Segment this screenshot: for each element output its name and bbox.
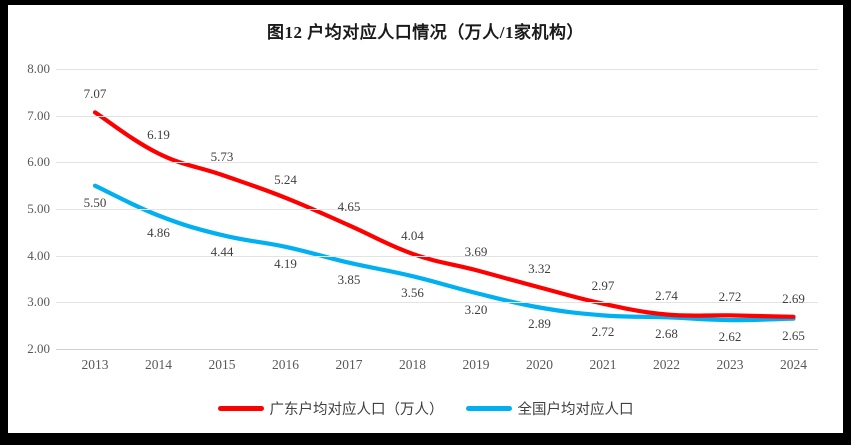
data-point-label: 3.69 xyxy=(464,244,488,260)
y-axis-tick-label: 2.00 xyxy=(27,341,50,356)
x-axis-tick-label: 2017 xyxy=(335,357,363,372)
data-point-label: 5.73 xyxy=(210,148,234,164)
data-point-label: 5.50 xyxy=(83,194,107,210)
y-axis-tick-label: 7.00 xyxy=(27,108,50,123)
x-axis-tick-label: 2015 xyxy=(208,357,236,372)
legend-item-national[interactable]: 全国户均对应人口 xyxy=(465,398,634,419)
gridline xyxy=(56,349,818,350)
data-point-label: 3.85 xyxy=(337,271,361,287)
data-point-label: 4.19 xyxy=(274,255,297,271)
data-point-label: 2.72 xyxy=(591,324,615,340)
data-point-label: 4.44 xyxy=(210,244,234,260)
data-point-label: 2.69 xyxy=(782,290,805,306)
x-axis-tick-label: 2013 xyxy=(81,357,109,372)
data-point-label: 4.65 xyxy=(337,199,361,215)
line-guangdong xyxy=(92,110,796,319)
x-axis-tick-label: 2022 xyxy=(653,357,680,372)
x-axis-tick-label: 2021 xyxy=(589,357,617,372)
x-axis-tick-label: 2014 xyxy=(145,357,172,372)
legend-swatch-national xyxy=(465,406,512,411)
x-axis-tick-label: 2024 xyxy=(780,357,807,372)
legend-item-guangdong[interactable]: 广东户均对应人口（万人） xyxy=(217,398,444,419)
y-axis-tick-label: 4.00 xyxy=(27,248,50,263)
data-point-label: 2.74 xyxy=(655,288,678,304)
gridline xyxy=(56,162,818,163)
gridline xyxy=(56,256,818,257)
data-point-label: 4.86 xyxy=(147,224,170,240)
data-point-label: 2.89 xyxy=(528,316,551,332)
legend-label-national: 全国户均对应人口 xyxy=(517,402,634,418)
x-axis-tick-label: 2019 xyxy=(462,357,490,372)
data-point-label: 5.24 xyxy=(274,171,297,187)
data-point-label: 7.07 xyxy=(83,86,107,102)
chart-figure: 图12 户均对应人口情况（万人/1家机构） 8.00 7.00 6.00 5.00 4.… xyxy=(8,5,843,433)
plot-area: 8.00 7.00 6.00 5.00 4.00 3.00 2.00 2013 2014 2015… xyxy=(8,5,843,433)
gridline xyxy=(56,69,818,70)
gridline xyxy=(56,209,818,210)
y-axis-tick-label: 8.00 xyxy=(27,61,50,76)
chart-title: 图12 户均对应人口情况（万人/1家机构） xyxy=(267,23,584,42)
chart-legend: 广东户均对应人口（万人） 全国户均对应人口 xyxy=(8,398,843,419)
x-axis-tick-label: 2023 xyxy=(716,357,744,372)
y-axis-tick-label: 6.00 xyxy=(27,154,50,169)
y-axis-tick-label: 3.00 xyxy=(27,294,50,309)
data-point-label: 2.62 xyxy=(718,329,742,345)
x-axis-tick-label: 2018 xyxy=(399,357,426,372)
y-axis-tick-label: 5.00 xyxy=(27,201,50,216)
legend-swatch-guangdong xyxy=(217,406,264,411)
data-point-label: 3.32 xyxy=(528,261,551,277)
data-point-label: 2.97 xyxy=(591,277,615,293)
data-point-label: 3.56 xyxy=(401,285,424,301)
data-point-label: 2.65 xyxy=(782,327,805,343)
data-point-label: 3.20 xyxy=(464,302,488,317)
data-point-label: 2.72 xyxy=(718,289,742,305)
data-point-label: 4.04 xyxy=(401,227,424,243)
x-axis-tick-label: 2016 xyxy=(272,357,299,372)
gridline xyxy=(56,302,818,303)
x-axis-tick-label: 2020 xyxy=(526,357,553,372)
data-point-label: 2.68 xyxy=(655,326,678,342)
gridline xyxy=(56,116,818,117)
data-point-label: 6.19 xyxy=(147,127,170,143)
legend-label-guangdong: 广东户均对应人口（万人） xyxy=(269,402,444,418)
